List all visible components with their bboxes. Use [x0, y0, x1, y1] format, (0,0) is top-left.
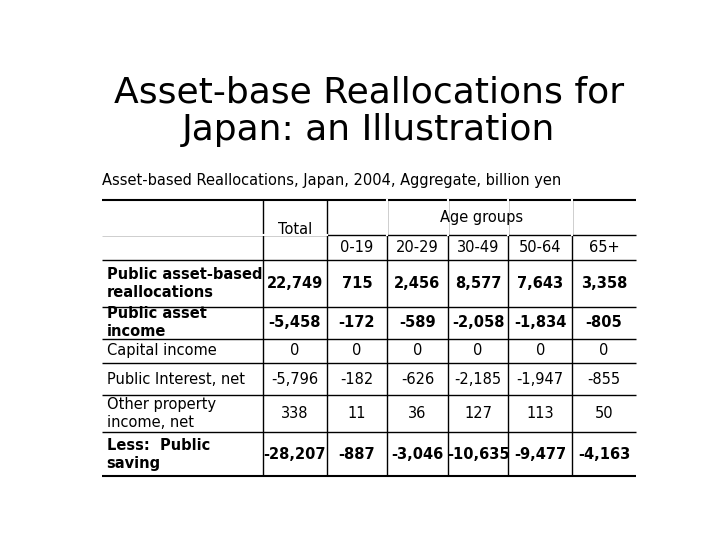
Text: Other property
income, net: Other property income, net — [107, 397, 216, 430]
Text: -887: -887 — [338, 447, 375, 462]
Text: 715: 715 — [341, 275, 372, 291]
Text: -3,046: -3,046 — [392, 447, 444, 462]
Text: 30-49: 30-49 — [457, 240, 499, 255]
Text: -10,635: -10,635 — [447, 447, 510, 462]
Text: -589: -589 — [399, 315, 436, 330]
Text: -1,947: -1,947 — [517, 372, 564, 387]
Text: Capital income: Capital income — [107, 343, 217, 359]
Text: 65+: 65+ — [588, 240, 619, 255]
Text: -855: -855 — [588, 372, 621, 387]
Text: 36: 36 — [408, 406, 427, 421]
Text: -5,458: -5,458 — [269, 315, 321, 330]
Text: 113: 113 — [526, 406, 554, 421]
Text: -2,185: -2,185 — [454, 372, 502, 387]
Text: -9,477: -9,477 — [514, 447, 567, 462]
Text: 0: 0 — [599, 343, 608, 359]
Text: 22,749: 22,749 — [266, 275, 323, 291]
Text: 0: 0 — [536, 343, 545, 359]
Text: -5,796: -5,796 — [271, 372, 318, 387]
Text: 50-64: 50-64 — [519, 240, 562, 255]
Text: 0: 0 — [413, 343, 422, 359]
Text: -172: -172 — [338, 315, 375, 330]
Text: -4,163: -4,163 — [577, 447, 630, 462]
Text: 338: 338 — [281, 406, 308, 421]
Text: 0: 0 — [474, 343, 483, 359]
Text: 50: 50 — [595, 406, 613, 421]
Text: 0-19: 0-19 — [341, 240, 374, 255]
Text: -28,207: -28,207 — [264, 447, 326, 462]
Text: 20-29: 20-29 — [396, 240, 439, 255]
Text: 8,577: 8,577 — [455, 275, 501, 291]
Text: -626: -626 — [401, 372, 434, 387]
Text: Public asset
income: Public asset income — [107, 306, 207, 339]
Text: Age groups: Age groups — [440, 210, 523, 225]
Text: -1,834: -1,834 — [514, 315, 567, 330]
Text: Asset-base Reallocations for
Japan: an Illustration: Asset-base Reallocations for Japan: an I… — [114, 75, 624, 147]
Text: Public asset-based
reallocations: Public asset-based reallocations — [107, 267, 262, 300]
Text: Less:  Public
saving: Less: Public saving — [107, 438, 210, 471]
Text: 2,456: 2,456 — [395, 275, 441, 291]
Text: 127: 127 — [464, 406, 492, 421]
Text: Public Interest, net: Public Interest, net — [107, 372, 245, 387]
Text: Asset-based Reallocations, Japan, 2004, Aggregate, billion yen: Asset-based Reallocations, Japan, 2004, … — [102, 173, 562, 188]
Text: -2,058: -2,058 — [452, 315, 505, 330]
Text: 11: 11 — [348, 406, 366, 421]
Text: -182: -182 — [341, 372, 374, 387]
Text: 0: 0 — [290, 343, 300, 359]
Text: -805: -805 — [585, 315, 622, 330]
Text: 3,358: 3,358 — [581, 275, 627, 291]
Text: 7,643: 7,643 — [517, 275, 563, 291]
Text: Total: Total — [278, 222, 312, 237]
Text: 0: 0 — [352, 343, 361, 359]
